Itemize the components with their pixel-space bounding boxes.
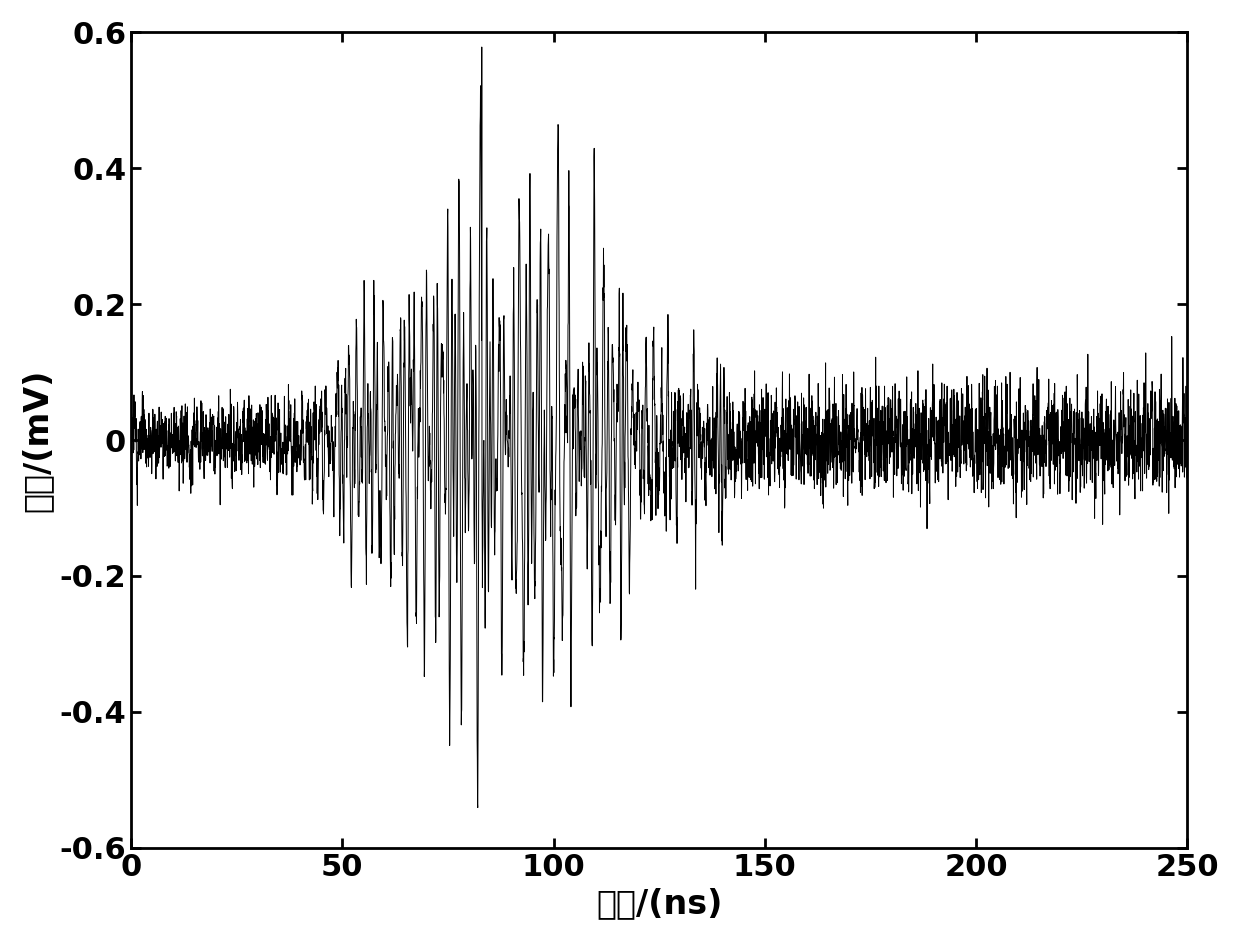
Y-axis label: 电压/(mV): 电压/(mV) xyxy=(21,368,53,512)
X-axis label: 时间/(ns): 时间/(ns) xyxy=(596,887,723,920)
